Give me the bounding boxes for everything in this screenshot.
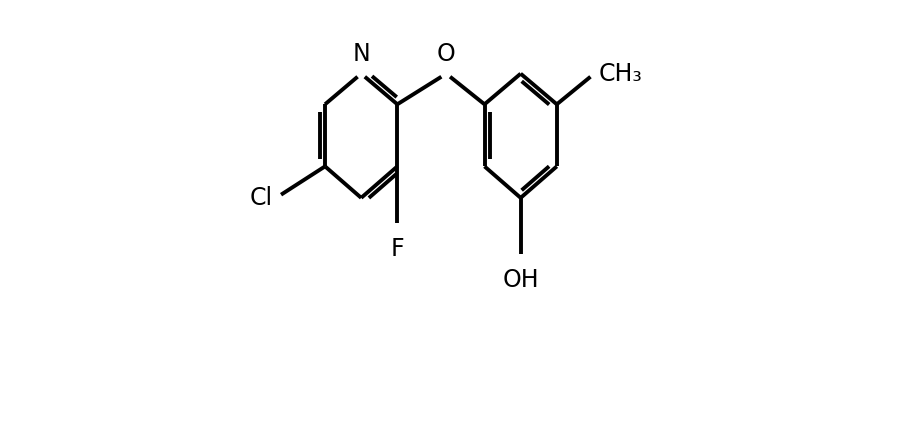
Text: O: O	[437, 42, 455, 66]
Text: OH: OH	[502, 268, 539, 291]
Text: Cl: Cl	[250, 186, 273, 210]
Text: F: F	[390, 237, 404, 261]
Text: CH₃: CH₃	[599, 62, 643, 86]
Text: N: N	[353, 42, 370, 66]
